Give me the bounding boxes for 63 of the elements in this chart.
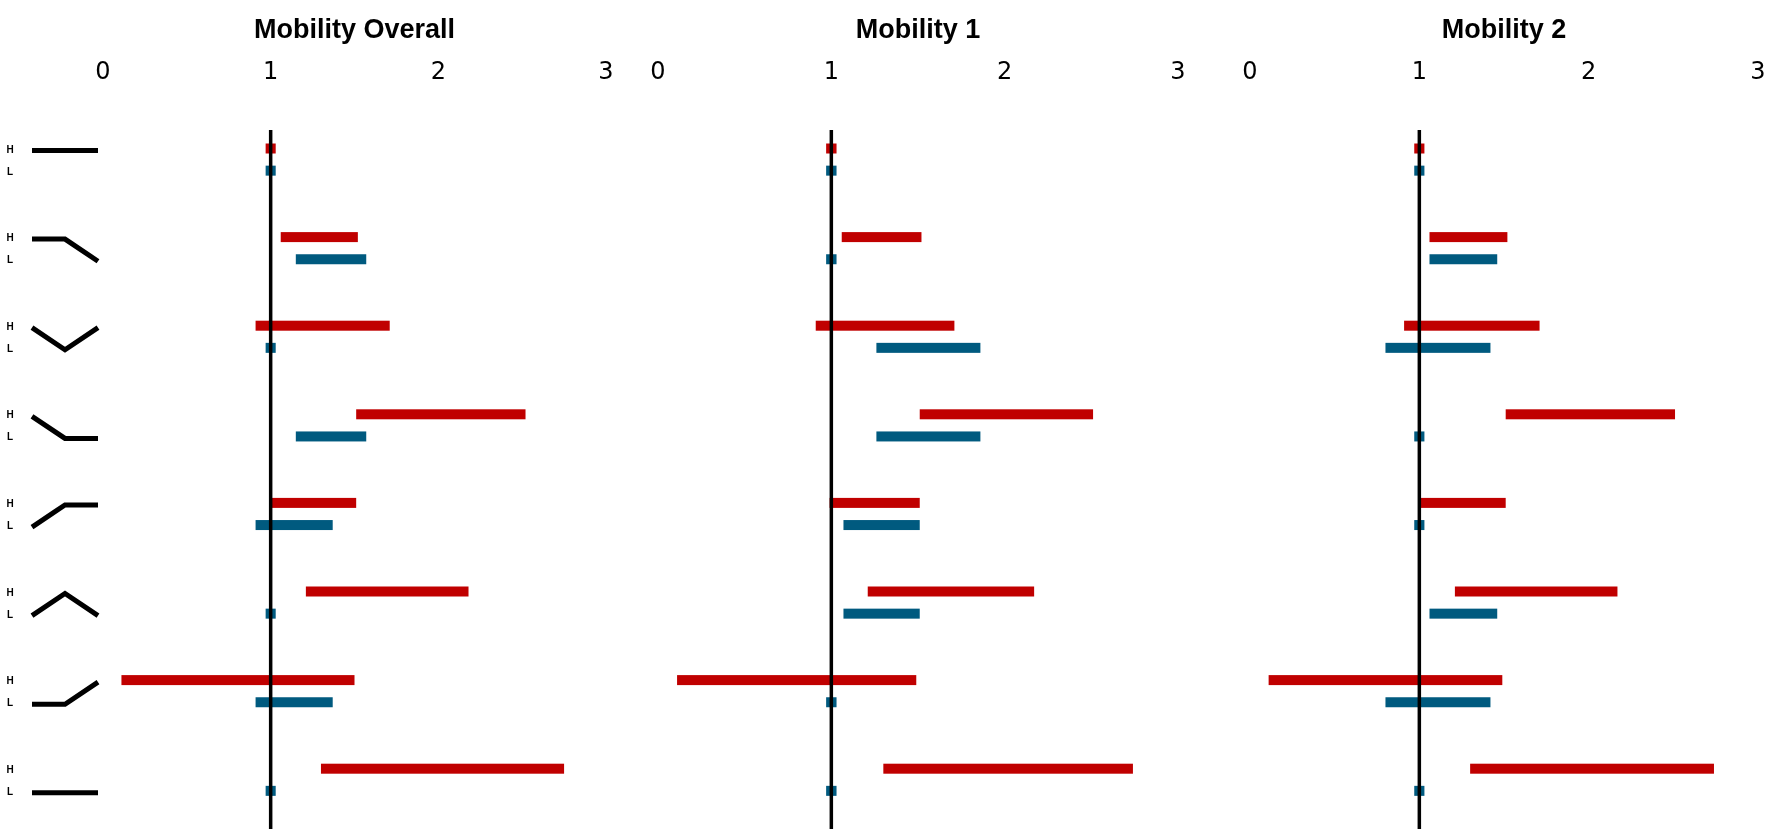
- bar: [121, 675, 355, 686]
- x-tick-label: 2: [1581, 57, 1597, 85]
- bar: [280, 232, 358, 243]
- y-tick-label: L: [6, 254, 14, 266]
- bar: [1429, 232, 1508, 243]
- bar: [295, 431, 367, 442]
- y-tick-label: H: [6, 763, 14, 775]
- bar: [883, 763, 1133, 774]
- chart-title: Mobility 2: [1441, 14, 1567, 44]
- bar: [305, 586, 469, 597]
- bar: [1429, 608, 1498, 619]
- bar: [320, 763, 565, 774]
- bar: [1385, 697, 1491, 708]
- x-tick-label: 2: [997, 57, 1013, 85]
- bar: [677, 675, 917, 686]
- y-tick-label: H: [6, 232, 14, 244]
- y-tick-label: L: [6, 342, 14, 354]
- bar: [295, 254, 367, 265]
- bar: [876, 342, 981, 353]
- bar: [1470, 763, 1714, 774]
- bar: [1429, 254, 1498, 265]
- x-tick-label: 0: [95, 57, 111, 85]
- y-tick-label: L: [6, 165, 14, 177]
- chart-title: Mobility 1: [855, 14, 981, 44]
- chart-title: Mobility Overall: [253, 14, 456, 44]
- bar: [1385, 342, 1491, 353]
- y-tick-label: L: [6, 608, 14, 620]
- bar: [255, 697, 333, 708]
- y-tick-label: H: [6, 320, 14, 332]
- bar: [876, 431, 981, 442]
- bar: [356, 409, 526, 420]
- bar: [255, 520, 333, 531]
- y-tick-label: H: [6, 497, 14, 509]
- x-tick-label: 1: [263, 57, 279, 85]
- x-tick-label: 3: [1170, 57, 1186, 85]
- bar: [919, 409, 1094, 420]
- x-tick-label: 2: [430, 57, 446, 85]
- y-tick-label: L: [6, 431, 14, 443]
- bar: [815, 320, 955, 331]
- x-tick-label: 1: [823, 57, 839, 85]
- bar: [841, 232, 922, 243]
- x-tick-label: 1: [1411, 57, 1427, 85]
- x-tick-label: 3: [598, 57, 614, 85]
- y-tick-label: H: [6, 143, 14, 155]
- y-tick-label: L: [6, 520, 14, 532]
- bar: [843, 608, 920, 619]
- bar: [1268, 675, 1503, 686]
- bar: [1505, 409, 1676, 420]
- x-tick-label: 0: [650, 57, 666, 85]
- bar: [270, 497, 357, 508]
- x-tick-label: 0: [1242, 57, 1258, 85]
- bar: [1454, 586, 1618, 597]
- y-tick-label: L: [6, 785, 14, 797]
- bar: [1404, 320, 1540, 331]
- y-tick-label: H: [6, 409, 14, 421]
- bar: [843, 520, 920, 531]
- bar: [1419, 497, 1506, 508]
- bar: [867, 586, 1035, 597]
- x-tick-label: 3: [1750, 57, 1766, 85]
- y-tick-label: H: [6, 586, 14, 598]
- bar: [255, 320, 390, 331]
- y-tick-label: H: [6, 675, 14, 687]
- y-tick-label: L: [6, 697, 14, 709]
